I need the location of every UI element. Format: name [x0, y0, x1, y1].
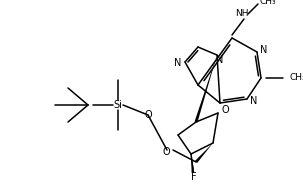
Text: Si: Si [114, 100, 122, 110]
Text: N: N [250, 96, 258, 106]
Text: CH₃: CH₃ [290, 73, 303, 82]
Polygon shape [191, 154, 195, 173]
Text: N: N [174, 58, 182, 68]
Text: O: O [144, 110, 152, 120]
Polygon shape [195, 55, 217, 122]
Text: O: O [162, 147, 170, 157]
Text: N: N [216, 55, 224, 65]
Polygon shape [195, 143, 213, 163]
Text: CH₃: CH₃ [260, 0, 277, 6]
Text: O: O [221, 105, 229, 115]
Text: N: N [260, 45, 268, 55]
Text: NH: NH [235, 8, 249, 17]
Text: F: F [191, 172, 197, 182]
